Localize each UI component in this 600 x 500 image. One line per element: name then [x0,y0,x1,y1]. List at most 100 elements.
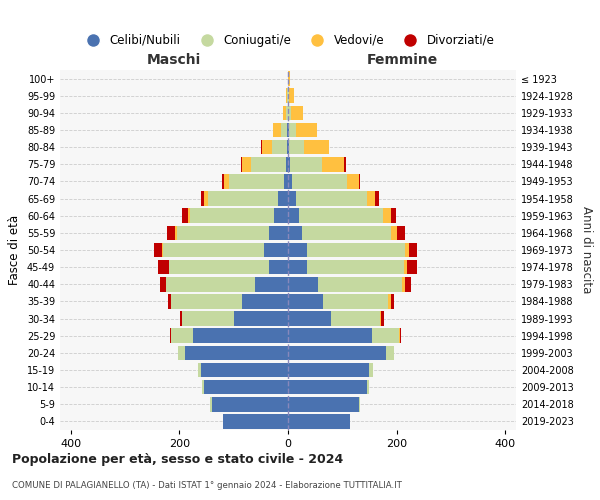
Bar [178,346,185,360]
Bar [283,106,286,120]
Bar [168,294,171,308]
Bar [193,328,288,343]
Bar [241,157,242,172]
Bar [175,226,177,240]
Bar [180,312,182,326]
Bar [386,346,394,360]
Bar [296,122,317,138]
Bar [171,328,193,343]
Bar [367,380,369,394]
Bar [307,260,404,274]
Bar [190,208,274,223]
Bar [286,157,288,172]
Bar [269,260,288,274]
Bar [262,140,272,154]
Bar [182,208,188,223]
Bar [256,277,288,291]
Bar [318,277,402,291]
Bar [281,122,287,138]
Bar [242,294,288,308]
Bar [288,72,290,86]
Bar [388,294,391,308]
Text: Popolazione per età, sesso e stato civile - 2024: Popolazione per età, sesso e stato civil… [12,452,343,466]
Bar [383,208,391,223]
Bar [201,192,205,206]
Bar [288,106,291,120]
Bar [242,157,251,172]
Bar [278,192,288,206]
Bar [286,88,287,103]
Bar [288,294,323,308]
Bar [274,122,281,138]
Bar [296,192,367,206]
Bar [287,140,288,154]
Bar [158,260,169,274]
Bar [409,242,416,258]
Bar [288,277,318,291]
Bar [288,260,307,274]
Bar [407,260,417,274]
Bar [288,140,289,154]
Bar [288,226,302,240]
Y-axis label: Fasce di età: Fasce di età [8,215,21,285]
Bar [223,414,288,428]
Bar [322,157,344,172]
Text: Maschi: Maschi [147,52,201,66]
Bar [347,174,359,188]
Bar [234,312,288,326]
Bar [382,312,383,326]
Bar [205,192,208,206]
Bar [288,312,331,326]
Bar [169,260,269,274]
Bar [182,312,234,326]
Bar [288,414,350,428]
Bar [376,192,379,206]
Bar [154,242,162,258]
Bar [274,208,288,223]
Bar [304,140,329,154]
Bar [359,397,360,411]
Bar [288,242,307,258]
Bar [162,242,163,258]
Bar [288,346,386,360]
Bar [399,328,400,343]
Bar [288,208,299,223]
Y-axis label: Anni di nascita: Anni di nascita [580,206,593,294]
Bar [272,140,287,154]
Bar [397,226,405,240]
Bar [391,226,397,240]
Bar [288,157,290,172]
Bar [160,277,166,291]
Bar [229,174,284,188]
Bar [170,328,171,343]
Bar [212,397,288,411]
Bar [177,226,269,240]
Bar [405,242,409,258]
Bar [299,208,383,223]
Legend: Celibi/Nubili, Coniugati/e, Vedovi/e, Divorziati/e: Celibi/Nubili, Coniugati/e, Vedovi/e, Di… [77,29,499,52]
Bar [391,294,394,308]
Bar [402,277,405,291]
Bar [372,328,399,343]
Bar [292,174,347,188]
Bar [288,192,296,206]
Bar [163,242,263,258]
Bar [367,192,376,206]
Bar [167,226,175,240]
Bar [185,346,288,360]
Bar [204,380,288,394]
Bar [288,362,370,378]
Bar [224,174,229,188]
Bar [166,277,256,291]
Bar [201,362,288,378]
Text: COMUNE DI PALAGIANELLO (TA) - Dati ISTAT 1° gennaio 2024 - Elaborazione TUTTITAL: COMUNE DI PALAGIANELLO (TA) - Dati ISTAT… [12,481,402,490]
Bar [171,294,242,308]
Bar [400,328,401,343]
Bar [288,397,359,411]
Bar [404,260,407,274]
Bar [405,277,410,291]
Bar [302,226,391,240]
Bar [284,174,288,188]
Bar [307,242,405,258]
Bar [344,157,346,172]
